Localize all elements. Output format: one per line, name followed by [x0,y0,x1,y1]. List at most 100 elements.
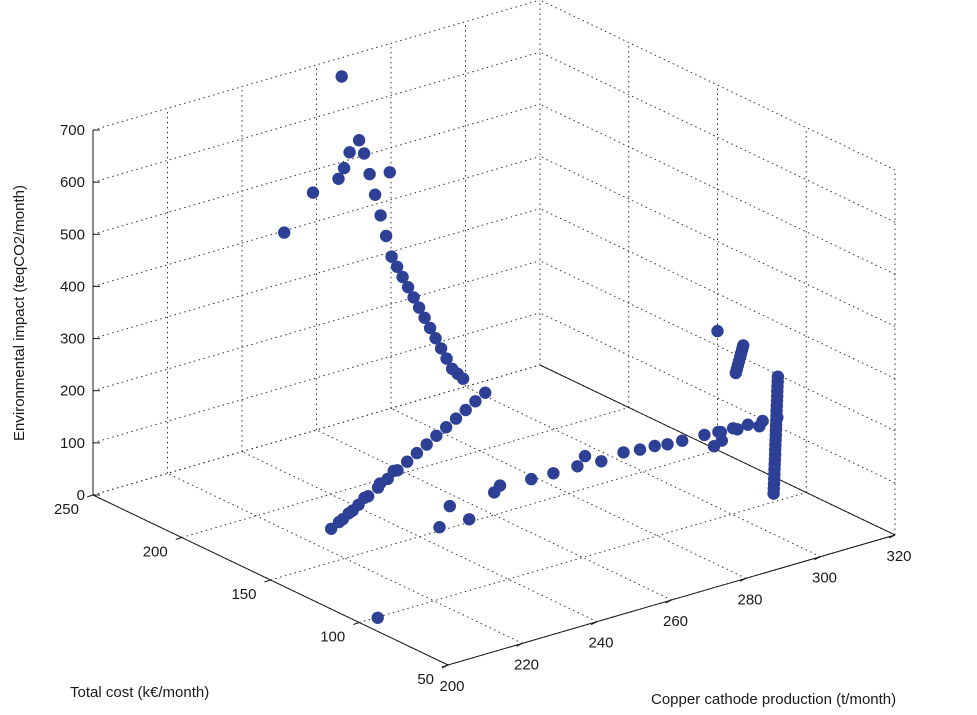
y-tick-mark [175,537,182,540]
data-point [771,370,785,383]
data-point [707,440,721,453]
floor-grid-line [465,386,821,558]
data-point [343,146,356,159]
data-point [756,414,769,428]
right-wall-grid-line [539,103,896,275]
right-wall-grid-line [539,51,896,223]
data-point [335,70,348,83]
data-point [698,428,711,442]
z-tick-label: 600 [60,174,85,191]
x-tick-label: 200 [439,678,464,695]
y-tick-mark [86,494,94,498]
data-point [336,513,349,526]
data-point [578,449,592,463]
data-point [363,167,376,181]
data-point [306,186,320,199]
data-point [633,443,647,456]
data-point [374,209,387,222]
data-point [429,332,442,345]
data-points [278,70,785,624]
data-point [440,352,453,365]
data-point [401,455,414,468]
data-point [443,499,456,513]
y-tick-label: 100 [320,629,345,646]
right-wall-grid-line [539,155,896,327]
back-wall-grid-line [92,51,541,183]
y-tick-mark [441,664,449,668]
right-wall-grid-line [539,0,896,171]
data-point [368,188,382,201]
x-tick-mark [516,642,523,647]
data-point [357,147,371,160]
floor-grid-line [316,429,672,601]
y-tick-label: 250 [54,501,79,518]
back-wall-grid-line [92,260,541,392]
z-tick-label: 200 [60,383,85,400]
data-point [387,464,400,478]
data-point [390,260,404,273]
data-point [418,311,431,324]
z-tick-label: 300 [60,331,85,348]
back-wall-grid-line [92,155,541,287]
data-point [525,472,538,486]
data-point [493,479,507,492]
data-point [373,477,387,490]
z-tick-label: 100 [60,435,85,452]
floor-grid-line [390,407,747,579]
data-point [571,460,584,473]
x-tick-mark [814,556,821,561]
data-point [332,172,345,185]
data-point [401,281,415,294]
y-tick-mark [264,579,271,583]
y-tick-label: 200 [143,544,168,561]
data-point [385,250,398,263]
z-tick-label: 0 [77,487,85,504]
z-tick-label: 400 [60,278,85,295]
right-wall-grid-line [539,260,896,432]
data-point [278,226,291,239]
data-point [412,301,426,314]
z-tick-label: 700 [60,122,85,139]
y-axis-label: Total cost (k€/month) [70,684,209,701]
data-point [547,467,560,480]
data-point [440,421,453,434]
y-tick-label: 50 [417,671,434,688]
z-axis-label: Environmental impact (teqCO2/month) [11,185,28,441]
data-point [420,438,433,451]
back-wall-grid-line [92,0,541,131]
x-tick-mark [739,577,747,582]
y-tick-mark [353,622,360,625]
data-point [434,342,448,355]
data-point [741,418,755,431]
data-point [346,504,359,517]
right-wall-grid-line [539,208,896,380]
data-point [358,491,371,504]
data-point [469,395,482,408]
data-point [456,372,470,385]
data-point [661,438,674,451]
floor-grid-line [270,449,718,581]
data-point [459,403,472,417]
data-point [595,455,608,468]
data-point [383,166,396,179]
x-axis-label: Copper cathode production (t/month) [651,691,896,708]
y-tick-label: 150 [231,586,256,603]
data-point [726,422,740,435]
right-wall-grid-line [539,312,896,484]
data-point [676,434,689,447]
x-tick-mark [590,621,598,626]
data-point [463,513,476,526]
data-point [407,291,420,304]
x-tick-label: 300 [812,570,837,587]
data-point [617,446,630,459]
back-wall-grid-line [92,312,541,444]
x-tick-mark [888,534,896,539]
data-point [711,324,724,338]
x-tick-label: 220 [514,656,539,673]
x-tick-label: 240 [588,635,613,652]
x-tick-label: 260 [663,613,688,630]
data-point [648,439,661,453]
floor-grid-line [167,472,523,644]
